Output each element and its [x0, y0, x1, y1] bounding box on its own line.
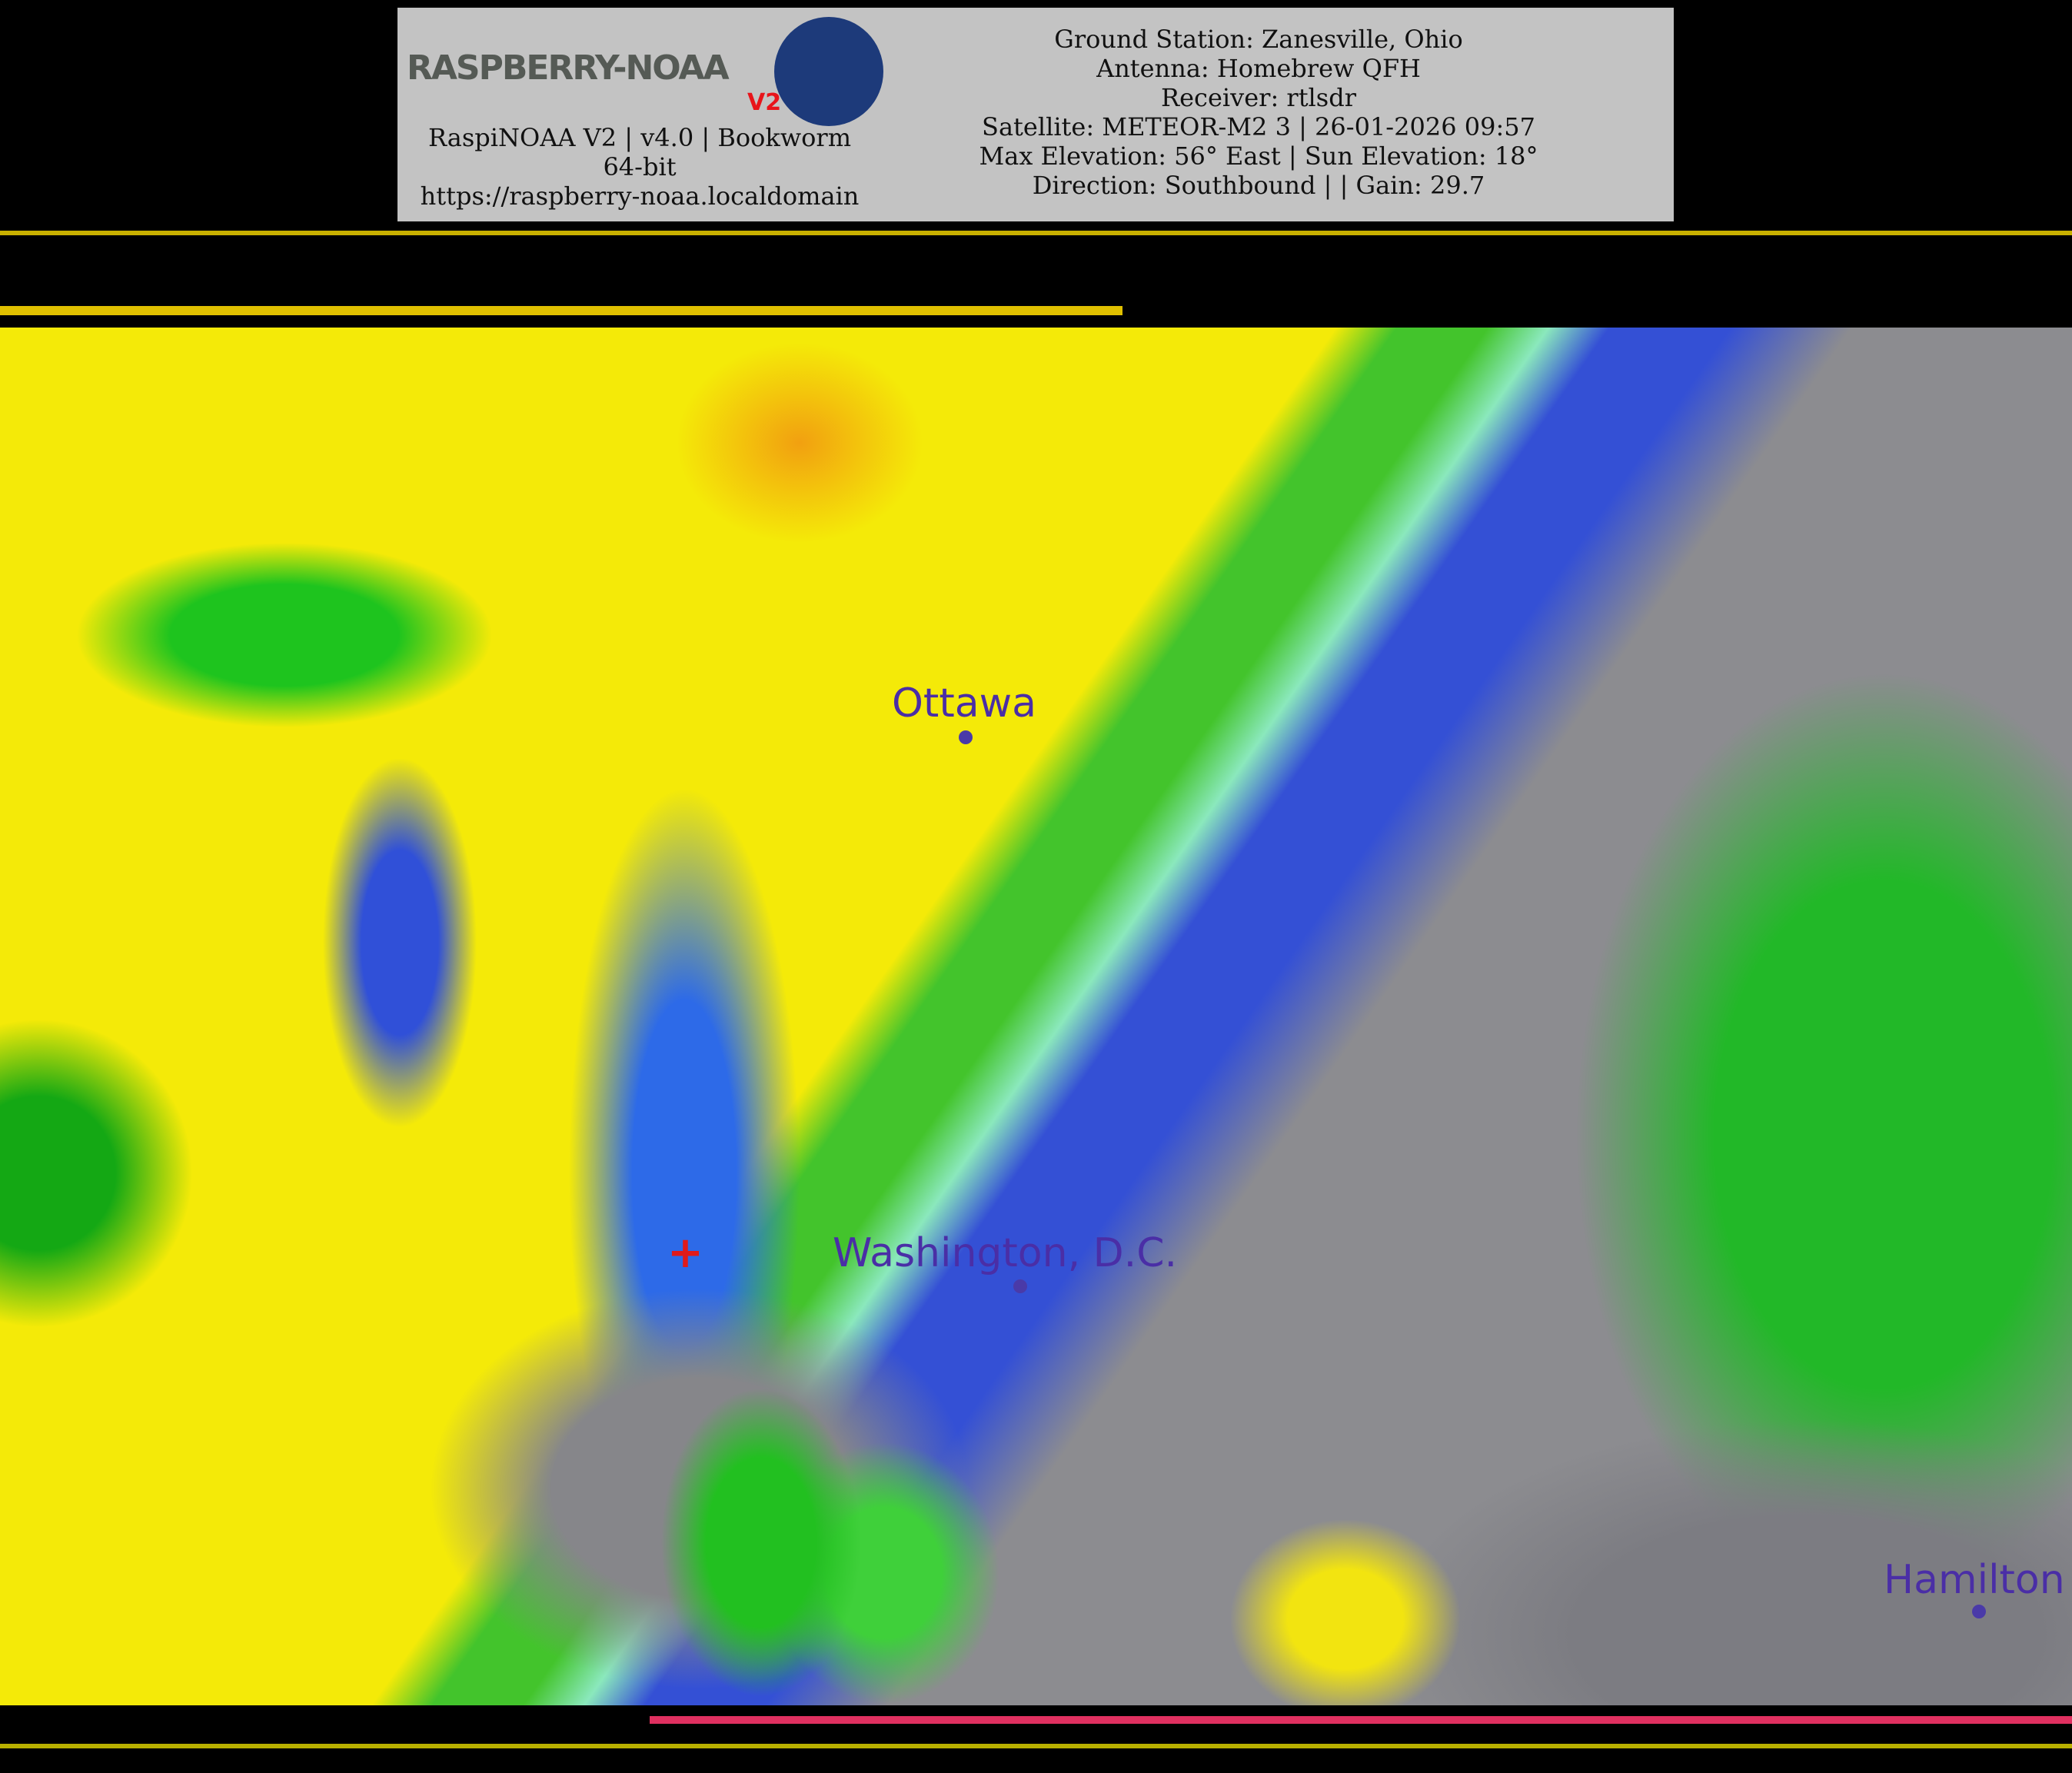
receiver: Receiver: rtlsdr: [1161, 83, 1356, 112]
software-line: RaspiNOAA V2 | v4.0 | Bookworm 64-bit: [427, 123, 852, 181]
elevation: Max Elevation: 56° East | Sun Elevation:…: [979, 141, 1538, 171]
logo-badge: V2: [747, 89, 782, 116]
red-cross-icon: +: [667, 1228, 703, 1278]
logo-text: RASPBERRY-NOAA: [407, 48, 730, 88]
city-label-hamilton: Hamilton: [1884, 1557, 2065, 1603]
satellite: Satellite: METEOR-M2 3 | 26-01-2026 09:5…: [982, 112, 1535, 141]
url-text: https://raspberry-noaa.localdomain: [420, 181, 860, 211]
city-label-washington: Washington, D.C.: [833, 1230, 1178, 1276]
satellite-logo-icon: [774, 17, 883, 126]
scan-stripe: [0, 231, 2072, 235]
city-marker-washington: [1013, 1279, 1027, 1293]
pass-details: Ground Station: Zanesville, Ohio Antenna…: [951, 25, 1566, 200]
software-info: RaspiNOAA V2 | v4.0 | Bookworm 64-bit ht…: [397, 123, 882, 211]
direction-gain: Direction: Southbound | | Gain: 29.7: [1032, 171, 1485, 200]
satellite-image: [0, 328, 2072, 1705]
city-label-ottawa: Ottawa: [892, 680, 1036, 727]
city-marker-ottawa: [959, 730, 973, 744]
scan-stripe: [0, 1744, 2072, 1748]
scan-stripe: [0, 306, 1122, 315]
ground-station: Ground Station: Zanesville, Ohio: [1054, 25, 1463, 54]
pass-info-header: RASPBERRY-NOAA V2 RaspiNOAA V2 | v4.0 | …: [397, 8, 1674, 221]
scan-stripe: [650, 1716, 2072, 1724]
city-marker-hamilton: [1972, 1605, 1986, 1618]
antenna: Antenna: Homebrew QFH: [1096, 54, 1421, 83]
